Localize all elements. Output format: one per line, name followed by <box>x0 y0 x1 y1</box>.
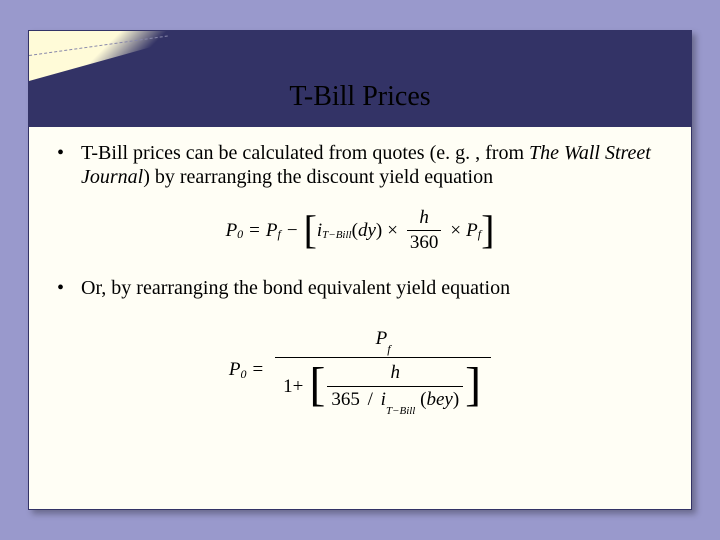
var-Pf2: P <box>466 220 478 242</box>
numerator-h: h <box>416 207 432 230</box>
var-Pf: P <box>376 328 388 349</box>
bullet-item: • T-Bill prices can be calculated from q… <box>57 141 663 189</box>
times: × <box>387 220 398 242</box>
plus: + <box>293 376 304 397</box>
bullet-tail: ) by rearranging the discount yield equa… <box>143 166 493 188</box>
big-numerator: Pf <box>368 326 399 357</box>
sub-f: f <box>278 227 281 242</box>
bullet-item: • Or, by rearranging the bond equivalent… <box>57 276 663 300</box>
equals: = <box>249 220 260 242</box>
bullet-marker: • <box>57 276 81 300</box>
sub-tbill: T−Bill <box>322 229 351 241</box>
bullet-text: T-Bill prices can be calculated from quo… <box>81 141 663 189</box>
inner-fraction: h 365 / iT−Bill (bey) <box>327 362 463 413</box>
denominator-360: 360 <box>407 230 442 254</box>
formula-bond-equivalent: P0 = Pf 1+ [ h 365 <box>57 326 663 415</box>
slide-content: • T-Bill prices can be calculated from q… <box>57 141 663 437</box>
sub-f: f <box>387 342 390 356</box>
sub-tbill: T−Bill <box>386 405 415 417</box>
inner-denominator: 365 / iT−Bill (bey) <box>327 386 463 413</box>
formula-discount-yield: P0 = Pf − [ iT−Bill (dy) × h 360 × Pf ] <box>57 207 663 254</box>
one: 1 <box>283 376 293 397</box>
minus: − <box>287 220 298 242</box>
inner-numerator-h: h <box>387 362 405 386</box>
slash: / <box>368 389 373 410</box>
bullet-text: Or, by rearranging the bond equivalent y… <box>81 276 663 300</box>
dy: dy <box>358 220 376 242</box>
big-denominator: 1+ [ h 365 / iT−Bill (bey) <box>275 357 491 415</box>
bullet-lead: Or, by rearranging the bond equivalent y… <box>81 277 510 299</box>
var-P: P <box>226 220 238 242</box>
sub-0: 0 <box>240 367 246 382</box>
bullet-lead: T-Bill prices can be calculated from quo… <box>81 142 529 164</box>
var-P: P <box>229 359 241 381</box>
slide-title: T-Bill Prices <box>29 81 691 113</box>
big-fraction: Pf 1+ [ h 365 / iT−Bill (b <box>275 326 491 415</box>
equals: = <box>252 359 263 381</box>
const-365: 365 <box>331 389 360 410</box>
fraction-h-360: h 360 <box>407 207 442 254</box>
times: × <box>450 220 461 242</box>
slide-panel: T-Bill Prices • T-Bill prices can be cal… <box>28 30 692 510</box>
bey: bey <box>426 389 452 410</box>
rparen: ) <box>453 389 459 410</box>
sub-0: 0 <box>237 227 243 242</box>
rparen: ) <box>376 220 382 242</box>
var-Pf: P <box>266 220 278 242</box>
bullet-marker: • <box>57 141 81 165</box>
